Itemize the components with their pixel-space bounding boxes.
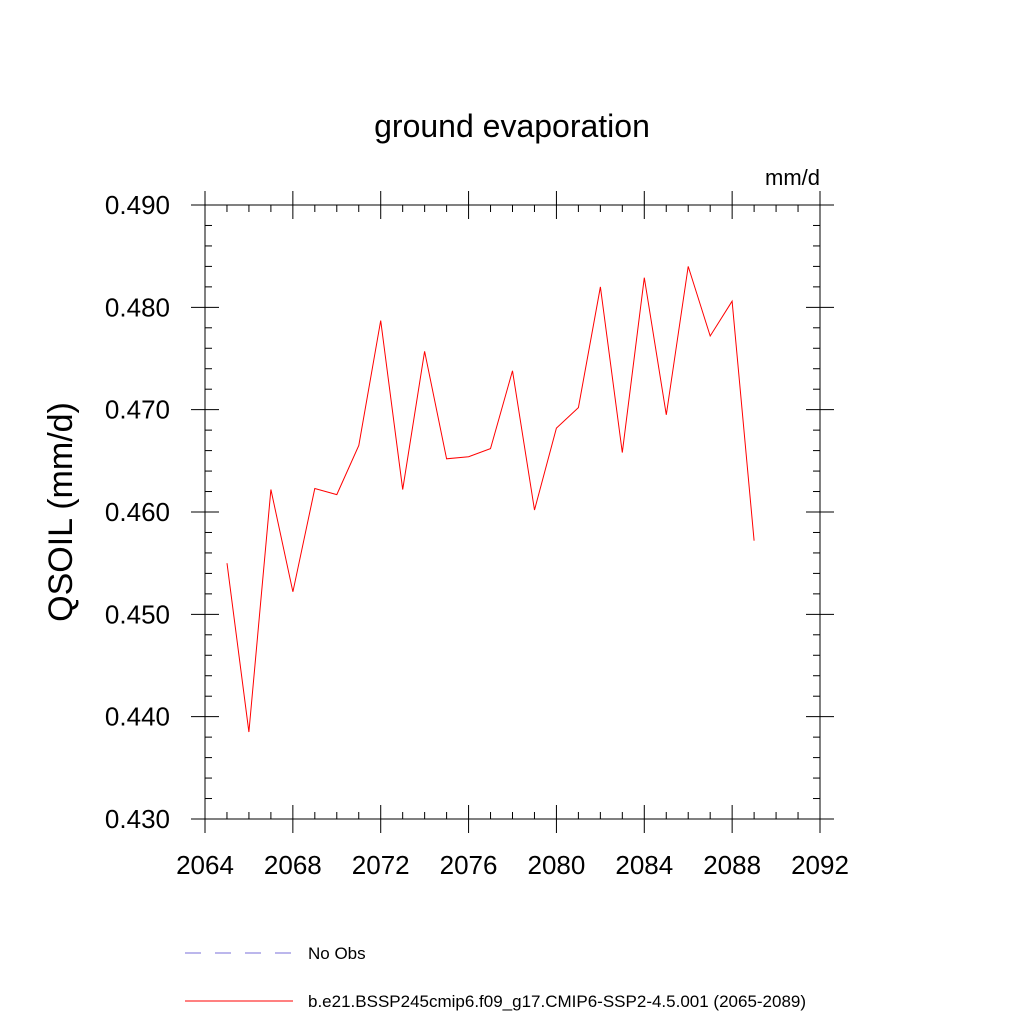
y-tick-label: 0.450 <box>105 599 170 629</box>
x-tick-label: 2068 <box>264 850 322 880</box>
data-series <box>226 266 755 733</box>
x-tick-label: 2092 <box>791 850 849 880</box>
x-tick-label: 2072 <box>352 850 410 880</box>
legend-label: No Obs <box>308 944 366 963</box>
x-tick-label: 2080 <box>528 850 586 880</box>
legend-label: b.e21.BSSP245cmip6.f09_g17.CMIP6-SSP2-4.… <box>308 992 806 1011</box>
y-tick-label: 0.470 <box>105 395 170 425</box>
axis-ticks <box>191 191 834 833</box>
y-tick-label: 0.430 <box>105 804 170 834</box>
series-line <box>226 266 755 733</box>
x-tick-label: 2088 <box>703 850 761 880</box>
y-tick-label: 0.490 <box>105 190 170 220</box>
y-tick-label: 0.480 <box>105 292 170 322</box>
plot-frame <box>204 204 821 820</box>
y-tick-label: 0.460 <box>105 497 170 527</box>
legend: No Obs b.e21.BSSP245cmip6.f09_g17.CMIP6-S… <box>185 944 806 1011</box>
x-tick-label: 2064 <box>176 850 234 880</box>
units-label: mm/d <box>765 165 820 190</box>
x-tick-label: 2076 <box>440 850 498 880</box>
y-axis-label: QSOIL (mm/d) <box>42 402 80 622</box>
y-tick-label: 0.440 <box>105 702 170 732</box>
axis-tick-labels: 2064 2068 2072 2076 2080 2084 2088 2092 0.430 0.4… <box>105 190 849 880</box>
chart-title: ground evaporation <box>374 108 650 144</box>
x-tick-label: 2084 <box>615 850 673 880</box>
